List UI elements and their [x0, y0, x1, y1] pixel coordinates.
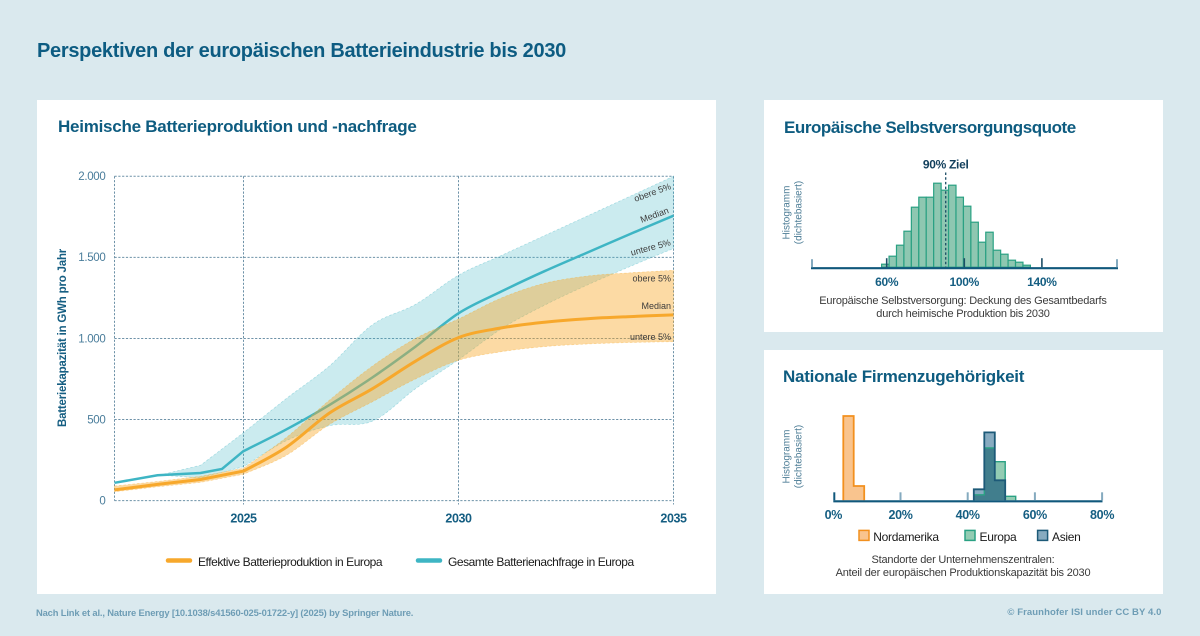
- svg-text:Batteriekapazität in GWh pro J: Batteriekapazität in GWh pro Jahr: [57, 248, 69, 427]
- svg-text:100%: 100%: [950, 275, 980, 289]
- svg-text:500: 500: [87, 414, 105, 426]
- svg-text:Median: Median: [641, 301, 671, 311]
- svg-text:1.500: 1.500: [78, 252, 105, 264]
- svg-text:40%: 40%: [956, 508, 980, 522]
- svg-text:2030: 2030: [445, 512, 472, 526]
- svg-text:80%: 80%: [1090, 508, 1114, 522]
- svg-text:90% Ziel: 90% Ziel: [923, 158, 969, 172]
- svg-text:0: 0: [99, 495, 105, 507]
- svg-text:60%: 60%: [875, 275, 899, 289]
- svg-text:60%: 60%: [1023, 508, 1047, 522]
- svg-text:2035: 2035: [660, 512, 687, 526]
- svg-text:2025: 2025: [230, 512, 257, 526]
- svg-text:0%: 0%: [825, 508, 843, 522]
- svg-text:obere 5%: obere 5%: [632, 274, 671, 284]
- svg-text:20%: 20%: [888, 508, 912, 522]
- svg-text:140%: 140%: [1027, 275, 1057, 289]
- svg-text:1.000: 1.000: [78, 333, 105, 345]
- svg-text:2.000: 2.000: [78, 171, 105, 183]
- svg-text:untere 5%: untere 5%: [630, 332, 671, 342]
